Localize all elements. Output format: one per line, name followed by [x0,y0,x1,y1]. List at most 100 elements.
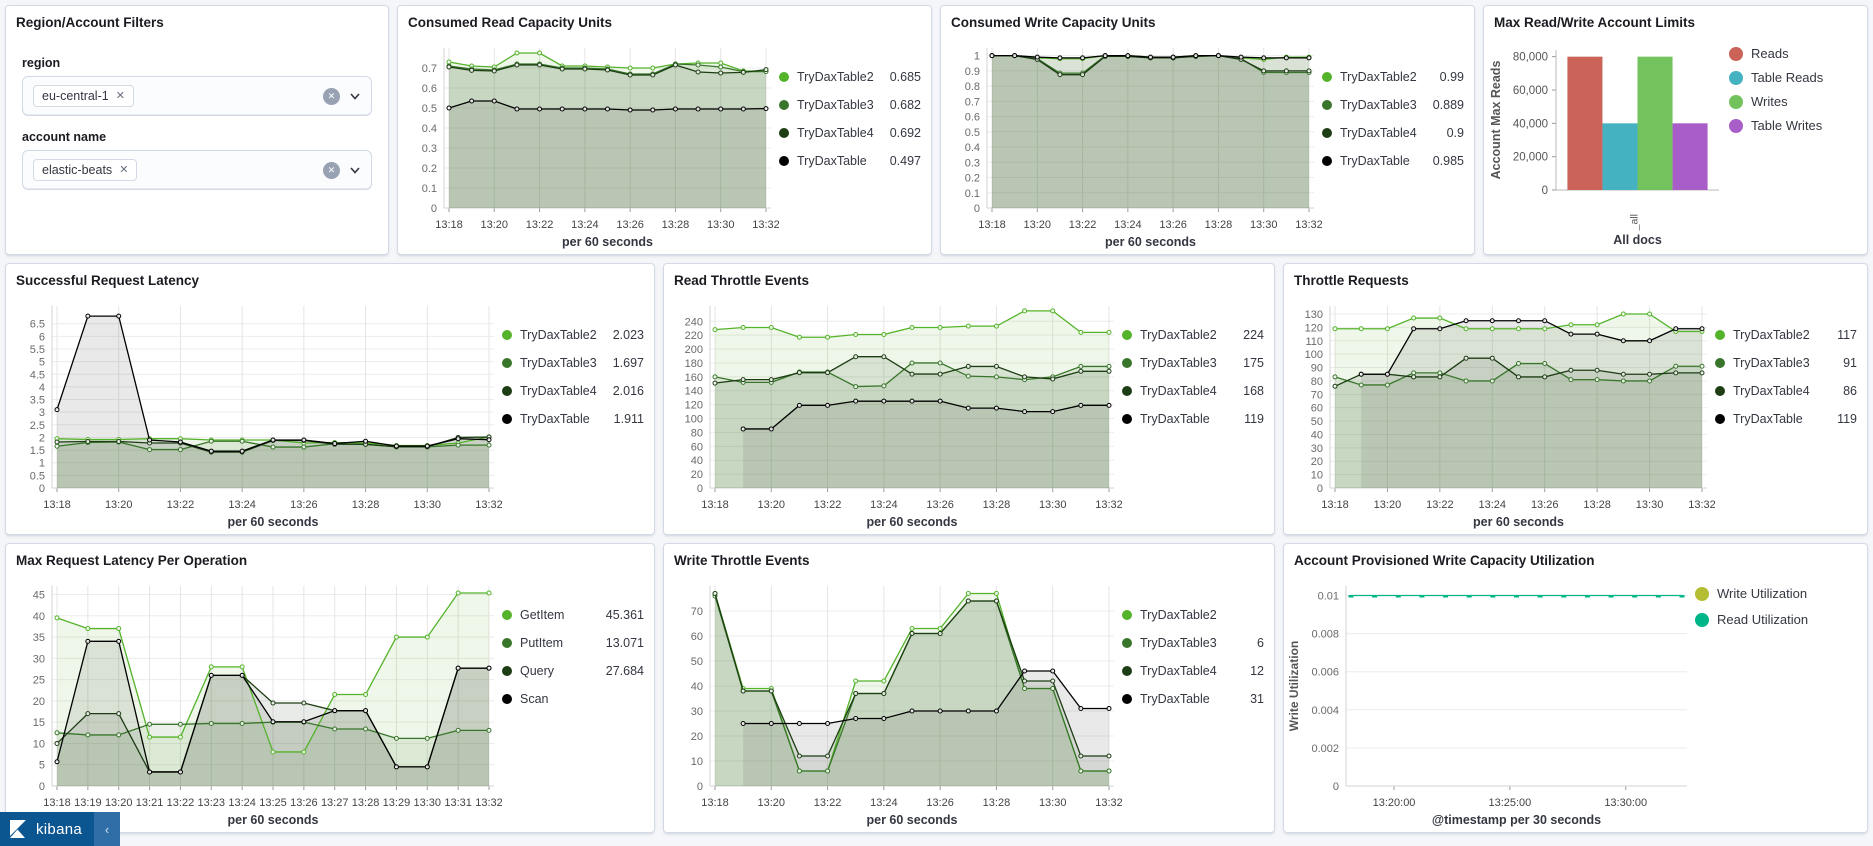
svg-text:13:20: 13:20 [105,797,133,809]
svg-text:13:25: 13:25 [259,797,287,809]
svg-text:0.7: 0.7 [422,63,437,75]
legend-item[interactable]: TryDaxTable 31 [1122,692,1264,706]
kibana-home-button[interactable]: kibana [0,812,95,846]
account-name-combobox[interactable]: elastic-beats ✕ ✕ [22,150,372,190]
legend-item[interactable]: GetItem 45.361 [502,608,644,622]
legend-item[interactable]: Scan [502,692,644,706]
svg-text:0.01: 0.01 [1318,591,1339,603]
legend-series-value: 31 [1250,692,1264,706]
legend-series-dot-icon [1729,94,1743,109]
legend-series-name: TryDaxTable3 [1340,98,1417,112]
svg-text:13:24: 13:24 [1479,499,1507,511]
pill-remove-icon[interactable]: ✕ [119,163,129,176]
svg-text:0.3: 0.3 [965,157,980,169]
legend-item[interactable]: TryDaxTable2 117 [1715,328,1857,342]
svg-text:13:26: 13:26 [290,499,318,511]
legend-item[interactable]: TryDaxTable3 0.682 [779,98,921,112]
svg-text:0: 0 [1542,185,1548,197]
panel-read-throttle-events: Read Throttle Events 0 20 40 60 80 100 120 140 1… [663,263,1275,535]
svg-text:15: 15 [33,717,45,729]
legend-item[interactable]: TryDaxTable3 0.889 [1322,98,1464,112]
legend-item[interactable]: TryDaxTable2 2.023 [502,328,644,342]
legend-series-dot-icon [1122,694,1132,704]
pill-remove-icon[interactable]: ✕ [115,89,125,102]
legend-item[interactable]: TryDaxTable2 [1122,608,1264,622]
svg-text:0: 0 [697,781,703,793]
legend-series-dot-icon [1122,414,1132,424]
legend-item[interactable]: Query 27.684 [502,664,644,678]
legend-item[interactable]: TryDaxTable4 2.016 [502,384,644,398]
svg-text:2.5: 2.5 [30,420,45,432]
kibana-app-name: kibana [36,820,83,838]
max-request-latency-chart[interactable]: 0 5 10 15 20 25 30 35 40 45 13:18 13:19 13:20 13:21 13… [6,570,503,832]
legend-series-value: 0.692 [889,126,921,140]
legend-item[interactable]: TryDaxTable2 224 [1122,328,1264,342]
svg-text:13:20: 13:20 [481,219,509,231]
chart-legend: Write Utilization Read Utilization [1695,570,1867,832]
chart-svg: 0 0.002 0.004 0.006 0.008 0.01 13:20:00 13:25:0… [1287,586,1687,827]
legend-item[interactable]: TryDaxTable4 168 [1122,384,1264,398]
legend-item[interactable]: TryDaxTable 119 [1715,412,1857,426]
legend-item[interactable]: TryDaxTable 0.497 [779,154,921,168]
legend-item[interactable]: Writes [1729,94,1857,109]
svg-text:13:30:00: 13:30:00 [1604,797,1647,809]
legend-item[interactable]: TryDaxTable2 0.99 [1322,70,1464,84]
svg-text:0: 0 [1317,483,1323,495]
panel-title: Write Throttle Events [674,553,810,568]
region-selected-pill[interactable]: eu-central-1 ✕ [33,84,134,108]
svg-text:50: 50 [1311,416,1323,428]
legend-item[interactable]: Write Utilization [1695,586,1857,601]
legend-item[interactable]: TryDaxTable4 86 [1715,384,1857,398]
panel-title: Successful Request Latency [16,273,200,288]
legend-series-dot-icon [1122,358,1132,368]
legend-item[interactable]: TryDaxTable 1.911 [502,412,644,426]
legend-item[interactable]: Read Utilization [1695,612,1857,627]
consumed-read-capacity-chart[interactable]: 0 0.1 0.2 0.3 0.4 0.5 0.6 0.7 13:18 13:20 13:22 13:… [398,32,780,254]
legend-item[interactable]: TryDaxTable4 12 [1122,664,1264,678]
successful-request-latency-chart[interactable]: 0 0.5 1 1.5 2 2.5 3 3.5 4 4.5 5 5.5 6 6.5 13:18 13:20 13… [6,290,503,534]
legend-series-dot-icon [1122,638,1132,648]
legend-item[interactable]: TryDaxTable 119 [1122,412,1264,426]
legend-series-name: TryDaxTable2 [520,328,597,342]
svg-text:per 60 seconds: per 60 seconds [1473,515,1564,529]
legend-item[interactable]: Table Writes [1729,118,1857,133]
panel-max-request-latency-per-operation: Max Request Latency Per Operation 0 5 10 15… [5,543,655,833]
sidebar-collapse-button[interactable]: ‹ [94,812,121,846]
svg-text:per 60 seconds: per 60 seconds [866,515,957,529]
chevron-down-icon[interactable] [349,90,361,102]
legend-item[interactable]: TryDaxTable3 1.697 [502,356,644,370]
account-selected-pill[interactable]: elastic-beats ✕ [33,158,138,182]
write-throttle-events-chart[interactable]: 0 10 20 30 40 50 60 70 13:18 13:20 13:22 13:24 13:26… [664,570,1123,832]
legend-series-dot-icon [779,100,789,110]
legend-series-value: 0.985 [1432,154,1464,168]
svg-text:45: 45 [33,590,45,602]
svg-text:13:21: 13:21 [136,797,164,809]
legend-item[interactable]: TryDaxTable4 0.9 [1322,126,1464,140]
chart-legend: GetItem 45.361 PutItem 13.071 Query 27.684 Sca… [502,570,654,832]
svg-text:0.9: 0.9 [965,66,980,78]
legend-item[interactable]: TryDaxTable4 0.692 [779,126,921,140]
legend-item[interactable]: Reads [1729,46,1857,61]
legend-item[interactable]: TryDaxTable 0.985 [1322,154,1464,168]
legend-item[interactable]: TryDaxTable2 0.685 [779,70,921,84]
svg-text:0.7: 0.7 [965,96,980,108]
clear-selection-button[interactable]: ✕ [323,161,340,179]
clear-selection-button[interactable]: ✕ [323,87,340,105]
read-throttle-events-chart[interactable]: 0 20 40 60 80 100 120 140 160 180 200 220 240 13:18 13… [664,290,1123,534]
svg-text:0: 0 [39,781,45,793]
region-combobox[interactable]: eu-central-1 ✕ ✕ [22,76,372,116]
chevron-down-icon[interactable] [349,164,361,176]
write-capacity-utilization-chart[interactable]: 0 0.002 0.004 0.006 0.008 0.01 13:20:00 13:25:0… [1284,570,1695,832]
svg-text:13:26: 13:26 [1159,219,1187,231]
legend-item[interactable]: TryDaxTable3 175 [1122,356,1264,370]
svg-text:13:22: 13:22 [814,499,842,511]
legend-series-name: Write Utilization [1717,586,1808,601]
legend-item[interactable]: TryDaxTable3 91 [1715,356,1857,370]
legend-item[interactable]: PutItem 13.071 [502,636,644,650]
throttle-requests-chart[interactable]: 0 10 20 30 40 50 60 70 80 90 100 110 120 130 13:18 13:2… [1284,290,1716,534]
legend-item[interactable]: TryDaxTable3 6 [1122,636,1264,650]
max-account-limits-bar-chart[interactable]: 0 20,000 40,000 60,000 80,000 _all All docs Acc… [1484,32,1729,254]
legend-item[interactable]: Table Reads [1729,70,1857,85]
consumed-write-capacity-chart[interactable]: 0 0.1 0.2 0.3 0.4 0.5 0.6 0.7 0.8 0.9 1 13:18 13:20 1… [941,32,1323,254]
